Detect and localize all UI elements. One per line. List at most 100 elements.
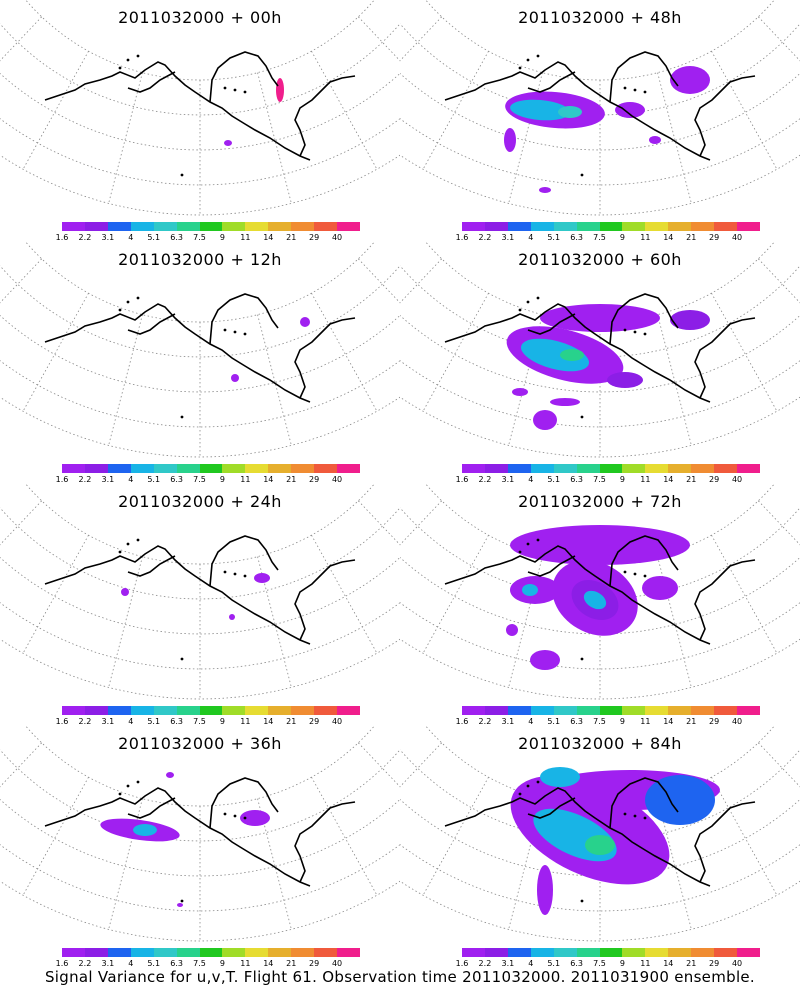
- latitude-gridline: [400, 396, 800, 458]
- longitude-gridline: [422, 776, 489, 896]
- variance-contour: [520, 338, 590, 372]
- island-marker: [126, 784, 130, 788]
- colorbar-swatch: [199, 222, 223, 231]
- variance-contour: [177, 903, 183, 907]
- island-marker: [536, 780, 540, 784]
- island-marker: [518, 550, 522, 554]
- island-marker: [623, 328, 627, 332]
- colorbar-tick-label: 6.3: [170, 959, 183, 968]
- colorbar-tick-label: 40: [331, 717, 343, 726]
- colorbar-swatch: [268, 706, 292, 715]
- colorbar-tick-label: 40: [731, 717, 743, 726]
- colorbar-tick-label: 21: [286, 233, 297, 242]
- colorbar-swatch: [645, 464, 669, 473]
- island-marker: [643, 816, 647, 820]
- longitude-gridline: [400, 742, 442, 788]
- colorbar-tick-label: 29: [709, 717, 720, 726]
- colorbar-swatch: [107, 464, 131, 473]
- colorbar-swatch: [576, 948, 600, 957]
- colorbar-swatch: [337, 706, 360, 715]
- colorbar-swatch: [176, 222, 200, 231]
- colorbar-tick-label: 40: [731, 475, 743, 484]
- colorbar-swatch: [199, 948, 223, 957]
- longitude-gridline: [422, 534, 489, 654]
- colorbar-tick-label: 1.6: [55, 233, 69, 242]
- colorbar-swatch: [691, 706, 715, 715]
- figure-caption: Signal Variance for u,v,T. Flight 61. Ob…: [44, 968, 756, 986]
- longitude-gridline: [711, 50, 778, 170]
- colorbar-tick-label: 14: [263, 717, 274, 726]
- island-marker: [243, 332, 247, 336]
- longitude-gridline: [508, 314, 543, 446]
- colorbar-tick-label: 1.6: [455, 959, 469, 968]
- colorbar-tick-label: 14: [263, 233, 274, 242]
- longitude-gridline: [711, 534, 778, 654]
- colorbar: [462, 948, 760, 957]
- island-marker: [633, 88, 637, 92]
- variance-contour: [540, 767, 580, 787]
- latitude-gridline: [400, 154, 800, 216]
- island-marker: [223, 86, 227, 90]
- latitude-gridline: [0, 265, 400, 358]
- colorbar-tick-label: 14: [663, 959, 674, 968]
- colorbar-tick-label: 40: [331, 233, 343, 242]
- colorbar-swatch: [268, 464, 292, 473]
- colorbar-tick-label: 6.3: [170, 717, 183, 726]
- colorbar-swatch: [153, 948, 177, 957]
- island-marker: [223, 570, 227, 574]
- longitude-gridline: [311, 534, 378, 654]
- longitude-gridline: [0, 242, 5, 285]
- latitude-gridline: [0, 314, 400, 393]
- colorbar-swatch: [576, 222, 600, 231]
- colorbar-tick-label: 21: [686, 959, 697, 968]
- colorbar-tick-label: 2.2: [78, 959, 92, 968]
- latitude-gridline: [0, 507, 400, 600]
- colorbar-swatch: [462, 706, 485, 715]
- colorbar-tick-label: 2.2: [78, 233, 92, 242]
- map-plot: [400, 0, 800, 216]
- longitude-gridline: [657, 72, 692, 204]
- colorbar-swatch: [622, 706, 646, 715]
- longitude-gridline: [0, 500, 42, 546]
- colorbar-tick-label: 4: [528, 233, 534, 242]
- colorbar-tick-label: 6.3: [570, 475, 583, 484]
- colorbar-swatch: [462, 222, 485, 231]
- colorbar-swatch: [530, 948, 554, 957]
- colorbar-tick-label: 14: [663, 233, 674, 242]
- colorbar-swatch: [507, 948, 531, 957]
- colorbar-tick-label: 7.5: [593, 475, 606, 484]
- colorbar-tick-label: 2.2: [478, 717, 492, 726]
- island-marker: [118, 66, 122, 70]
- colorbar-swatch: [314, 222, 338, 231]
- variance-contour: [133, 824, 157, 836]
- longitude-gridline: [400, 484, 405, 527]
- colorbar-swatch: [107, 948, 131, 957]
- colorbar: [62, 948, 360, 957]
- colorbar-swatch: [62, 222, 85, 231]
- variance-contour: [585, 835, 615, 855]
- colorbar-tick-label: 11: [240, 233, 251, 242]
- island-marker: [623, 812, 627, 816]
- longitude-gridline: [22, 776, 89, 896]
- island-marker: [518, 308, 522, 312]
- colorbar-tick-label: 4: [528, 959, 534, 968]
- colorbar-swatch: [668, 948, 692, 957]
- map-panel: 2011032000 + 72h 1.6 2.2 3.1 4 5.1 6.3 7.5 9 11 14…: [400, 484, 800, 729]
- colorbar-swatch: [484, 464, 508, 473]
- colorbar-swatch: [314, 948, 338, 957]
- colorbar-tick-label: 7.5: [193, 959, 206, 968]
- colorbar-tick-label: 5.1: [147, 959, 161, 968]
- colorbar-tick-label: 11: [240, 475, 251, 484]
- map-plot: [400, 484, 800, 700]
- colorbar-swatch: [130, 464, 154, 473]
- colorbar-tick-label: 2.2: [478, 233, 492, 242]
- island-marker: [126, 300, 130, 304]
- colorbar-tick-label: 2.2: [478, 959, 492, 968]
- colorbar-swatch: [622, 948, 646, 957]
- variance-contour: [642, 576, 678, 600]
- longitude-gridline: [508, 798, 543, 930]
- colorbar-labels: 1.6 2.2 3.1 4 5.1 6.3 7.5 9 11 14 21 29 40: [50, 233, 370, 243]
- colorbar-tick-label: 9: [619, 717, 625, 726]
- variance-contour: [231, 374, 239, 382]
- colorbar-swatch: [291, 706, 315, 715]
